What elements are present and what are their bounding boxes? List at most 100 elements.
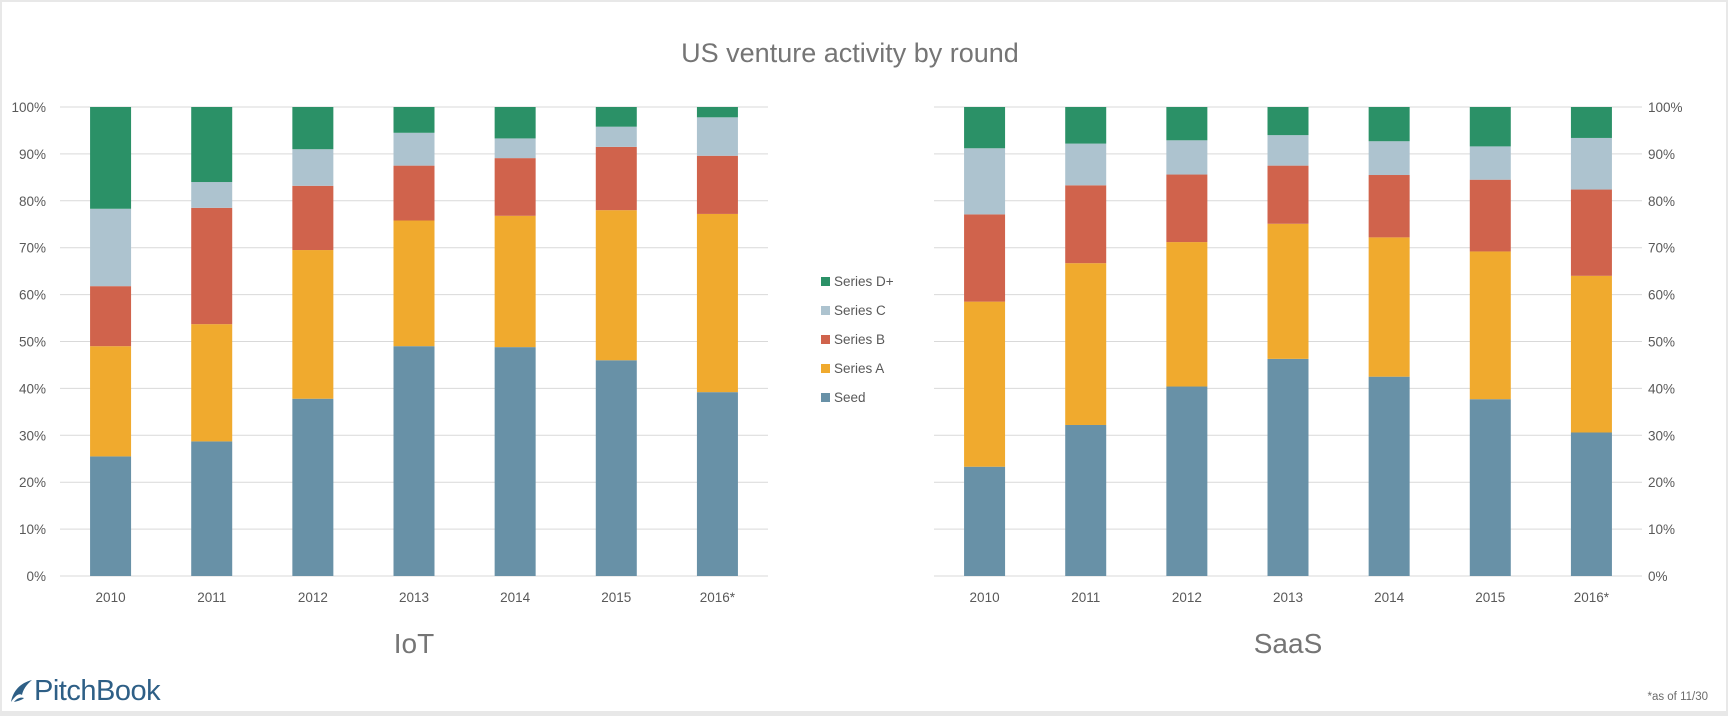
iot-bar-series-a-2010 <box>90 346 132 457</box>
saas-bar-series-d-2011 <box>1065 107 1107 144</box>
iot-y-tick-label: 30% <box>19 428 46 443</box>
saas-bar-series-d-2012 <box>1166 107 1208 141</box>
iot-y-tick-label: 0% <box>26 569 46 584</box>
saas-bar-series-a-2015 <box>1469 251 1511 400</box>
legend-label-series-d: Series D+ <box>834 274 894 289</box>
iot-y-tick-label: 90% <box>19 147 46 162</box>
saas-chart: 0% 10% 20% 30% 40% 50% 60% 70% 80% 90% 100% 2010 201… <box>934 100 1683 659</box>
iot-y-tick-label: 10% <box>19 522 46 537</box>
iot-y-tick-label: 100% <box>11 100 46 115</box>
iot-bar-series-a-2011 <box>191 324 233 442</box>
legend-swatch-series-b <box>821 335 830 344</box>
saas-y-tick-label: 80% <box>1648 194 1675 209</box>
saas-bar-series-d-2010 <box>964 107 1006 149</box>
saas-bar-series-d-2015 <box>1469 107 1511 147</box>
saas-bar-series-c-2016 <box>1570 137 1612 190</box>
saas-bar-series-a-2010 <box>964 301 1006 467</box>
saas-bar-series-a-2014 <box>1368 237 1410 377</box>
saas-y-tick-label: 100% <box>1648 100 1683 115</box>
iot-bar-series-d-2014 <box>494 107 536 139</box>
saas-bar-series-b-2011 <box>1065 185 1107 264</box>
saas-bar-series-c-2012 <box>1166 140 1208 175</box>
iot-bar-series-b-2016 <box>696 155 738 214</box>
iot-bar-series-d-2016 <box>696 107 738 118</box>
saas-x-tick-label: 2012 <box>1172 590 1202 605</box>
saas-bar-series-d-2014 <box>1368 107 1410 142</box>
saas-y-tick-label: 60% <box>1648 288 1675 303</box>
iot-bar-seed-2011 <box>191 441 233 576</box>
saas-bar-seed-2011 <box>1065 424 1107 576</box>
iot-bar-seed-2016 <box>696 392 738 576</box>
saas-y-tick-label: 30% <box>1648 428 1675 443</box>
saas-x-tick-label: 2011 <box>1071 590 1100 605</box>
iot-x-tick-label: 2014 <box>500 590 531 605</box>
saas-bar-seed-2012 <box>1166 386 1208 576</box>
iot-bar-series-b-2010 <box>90 286 132 347</box>
saas-y-tick-label: 50% <box>1648 335 1675 350</box>
saas-bar-series-b-2016 <box>1570 189 1612 276</box>
iot-bar-series-c-2011 <box>191 182 233 208</box>
pitchbook-logo: PitchBook <box>8 674 161 708</box>
legend-swatch-series-c <box>821 306 830 315</box>
iot-y-tick-label: 80% <box>19 194 46 209</box>
iot-x-tick-label: 2012 <box>298 590 328 605</box>
saas-bar-series-a-2012 <box>1166 242 1208 387</box>
iot-y-tick-label: 20% <box>19 475 46 490</box>
saas-bar-series-a-2011 <box>1065 263 1107 425</box>
iot-bar-series-a-2016 <box>696 213 738 393</box>
iot-bar-seed-2013 <box>393 346 435 576</box>
legend-swatch-series-a <box>821 364 830 373</box>
iot-bar-seed-2012 <box>292 398 334 576</box>
saas-bar-seed-2014 <box>1368 376 1410 576</box>
iot-bar-series-b-2012 <box>292 185 334 251</box>
legend-label-series-a: Series A <box>834 361 884 376</box>
iot-bar-series-b-2014 <box>494 158 536 216</box>
saas-bar-series-b-2010 <box>964 214 1006 302</box>
iot-bar-series-d-2010 <box>90 107 132 209</box>
logo-text: PitchBook <box>34 674 161 707</box>
legend-label-series-c: Series C <box>834 303 886 318</box>
saas-x-tick-label: 2014 <box>1374 590 1405 605</box>
iot-bar-series-b-2013 <box>393 165 435 221</box>
saas-x-tick-label: 2016* <box>1574 590 1610 605</box>
saas-x-tick-label: 2015 <box>1475 590 1505 605</box>
saas-x-tick-label: 2013 <box>1273 590 1303 605</box>
iot-bar-series-c-2015 <box>595 126 637 147</box>
iot-chart-title: IoT <box>394 628 434 659</box>
saas-y-tick-label: 70% <box>1648 241 1675 256</box>
iot-bar-series-c-2010 <box>90 208 132 287</box>
iot-bar-series-c-2014 <box>494 138 536 159</box>
iot-x-tick-label: 2013 <box>399 590 429 605</box>
saas-y-tick-label: 40% <box>1648 381 1675 396</box>
footnote: *as of 11/30 <box>1647 691 1708 703</box>
chart-title: US venture activity by round <box>681 38 1019 68</box>
iot-bar-series-c-2012 <box>292 149 334 186</box>
saas-y-tick-label: 20% <box>1648 475 1675 490</box>
pitchbook-logo-icon <box>11 680 32 702</box>
iot-bar-series-a-2015 <box>595 210 637 361</box>
iot-bar-seed-2010 <box>90 456 132 576</box>
iot-y-tick-label: 70% <box>19 241 46 256</box>
saas-chart-title: SaaS <box>1254 628 1323 659</box>
saas-bar-series-c-2013 <box>1267 135 1309 166</box>
saas-bar-series-d-2016 <box>1570 107 1612 138</box>
iot-bar-series-c-2013 <box>393 132 435 166</box>
saas-y-tick-label: 0% <box>1648 569 1668 584</box>
saas-bar-series-c-2014 <box>1368 141 1410 176</box>
saas-bar-series-c-2011 <box>1065 143 1107 186</box>
iot-y-tick-label: 40% <box>19 381 46 396</box>
legend-label-seed: Seed <box>834 390 866 405</box>
saas-y-tick-label: 90% <box>1648 147 1675 162</box>
legend-swatch-seed <box>821 393 830 402</box>
iot-bar-series-d-2015 <box>595 107 637 127</box>
saas-x-tick-label: 2010 <box>970 590 1000 605</box>
saas-bar-series-b-2015 <box>1469 179 1511 252</box>
iot-x-tick-label: 2011 <box>197 590 226 605</box>
iot-y-tick-label: 60% <box>19 288 46 303</box>
iot-bar-series-d-2013 <box>393 107 435 133</box>
legend-label-series-b: Series B <box>834 332 885 347</box>
saas-bar-series-a-2013 <box>1267 223 1309 359</box>
iot-chart: 0% 10% 20% 30% 40% 50% 60% 70% 80% 90% 100% 2010 201… <box>11 100 768 659</box>
iot-y-tick-label: 50% <box>19 335 46 350</box>
